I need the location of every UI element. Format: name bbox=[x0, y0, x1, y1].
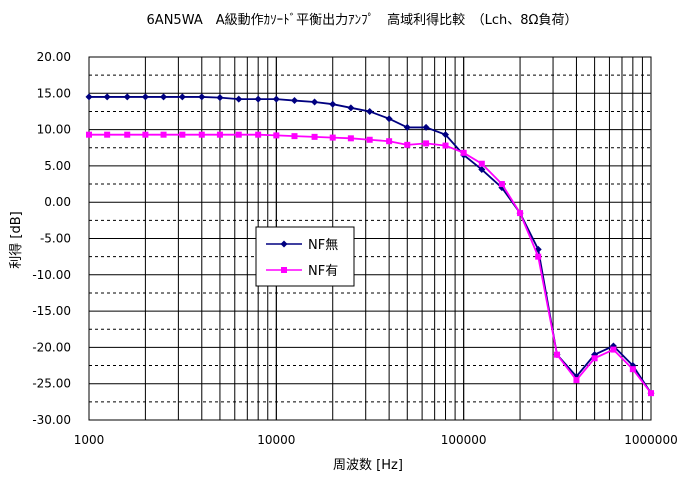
data-point bbox=[85, 93, 93, 101]
data-point bbox=[216, 131, 223, 138]
data-point bbox=[254, 95, 262, 103]
x-tick-labels: 1000 10000 100000 1000000 bbox=[74, 433, 678, 447]
data-point bbox=[142, 131, 149, 138]
legend-box bbox=[255, 226, 355, 287]
data-point bbox=[591, 355, 598, 362]
data-point bbox=[235, 131, 242, 138]
data-point bbox=[311, 133, 318, 140]
data-point bbox=[347, 135, 354, 142]
x-tick-label: 10000 bbox=[257, 433, 295, 447]
data-point bbox=[442, 131, 450, 139]
data-point bbox=[103, 93, 111, 101]
data-point bbox=[478, 166, 486, 174]
y-tick-label: 20.00 bbox=[37, 50, 71, 64]
data-point bbox=[216, 94, 224, 102]
data-point bbox=[235, 95, 243, 103]
plot-area bbox=[88, 56, 652, 421]
legend-marker-nf-off bbox=[280, 240, 288, 248]
data-point bbox=[629, 366, 636, 373]
data-point bbox=[141, 93, 149, 101]
x-tick-label: 100000 bbox=[441, 433, 487, 447]
y-tick-label: -20.00 bbox=[32, 340, 71, 354]
legend: NF無 NF有 bbox=[255, 226, 355, 287]
data-point bbox=[198, 131, 205, 138]
data-point bbox=[648, 390, 654, 397]
data-point bbox=[498, 181, 505, 188]
x-axis-label: 周波数 [Hz] bbox=[333, 458, 403, 473]
data-point bbox=[385, 115, 393, 123]
x-tick-label: 1000 bbox=[74, 433, 105, 447]
data-point bbox=[422, 123, 430, 131]
series-layer bbox=[85, 93, 655, 397]
y-tick-label: -10.00 bbox=[32, 268, 71, 282]
data-point bbox=[423, 140, 430, 147]
data-point bbox=[610, 346, 617, 353]
y-tick-label: 15.00 bbox=[37, 86, 71, 100]
y-tick-label: 5.00 bbox=[44, 159, 71, 173]
data-point bbox=[386, 138, 393, 145]
legend-label-nf-on: NF有 bbox=[308, 264, 338, 279]
data-point bbox=[273, 132, 280, 139]
legend-label-nf-off: NF無 bbox=[308, 238, 338, 253]
data-point bbox=[272, 95, 280, 103]
series-1 bbox=[86, 131, 654, 397]
data-point bbox=[178, 93, 186, 101]
data-point bbox=[160, 93, 168, 101]
y-axis-label: 利得 [dB] bbox=[8, 211, 24, 268]
data-point bbox=[104, 131, 111, 138]
data-point bbox=[179, 131, 186, 138]
data-point bbox=[403, 123, 411, 131]
legend-marker-nf-on bbox=[281, 267, 287, 273]
y-tick-label: -25.00 bbox=[32, 377, 71, 391]
data-point bbox=[291, 133, 298, 140]
series-line bbox=[89, 133, 652, 394]
x-tick-label: 1000000 bbox=[624, 433, 677, 447]
data-point bbox=[535, 253, 542, 260]
data-point bbox=[404, 141, 411, 148]
data-point bbox=[290, 97, 298, 105]
data-point bbox=[442, 142, 449, 149]
data-point bbox=[255, 131, 262, 138]
data-point bbox=[311, 98, 319, 106]
data-point bbox=[554, 351, 561, 358]
chart-title: 6AN5WA A級動作ｶｿｰﾄﾞ平衡出力ｱﾝﾌﾟ 高域利得比較 （Lch、8Ω負… bbox=[147, 12, 578, 28]
data-point bbox=[123, 93, 131, 101]
data-point bbox=[460, 149, 467, 156]
y-tick-label: -30.00 bbox=[32, 413, 71, 427]
y-tick-labels: 20.00 15.00 10.00 5.00 0.00 -5.00 -10.00 -15.00… bbox=[32, 50, 71, 427]
data-point bbox=[86, 131, 92, 138]
y-tick-label: 10.00 bbox=[37, 123, 71, 137]
data-point bbox=[573, 377, 580, 384]
data-point bbox=[517, 210, 524, 217]
data-point bbox=[160, 131, 167, 138]
data-point bbox=[347, 104, 355, 112]
data-point bbox=[124, 131, 131, 138]
data-point bbox=[329, 134, 336, 141]
data-point bbox=[329, 100, 337, 108]
y-tick-label: -5.00 bbox=[40, 232, 71, 246]
y-tick-label: -15.00 bbox=[32, 304, 71, 318]
data-point bbox=[366, 107, 374, 115]
data-point bbox=[478, 160, 485, 167]
y-tick-label: 0.00 bbox=[44, 195, 71, 209]
data-point bbox=[198, 93, 206, 101]
data-point bbox=[366, 136, 373, 143]
